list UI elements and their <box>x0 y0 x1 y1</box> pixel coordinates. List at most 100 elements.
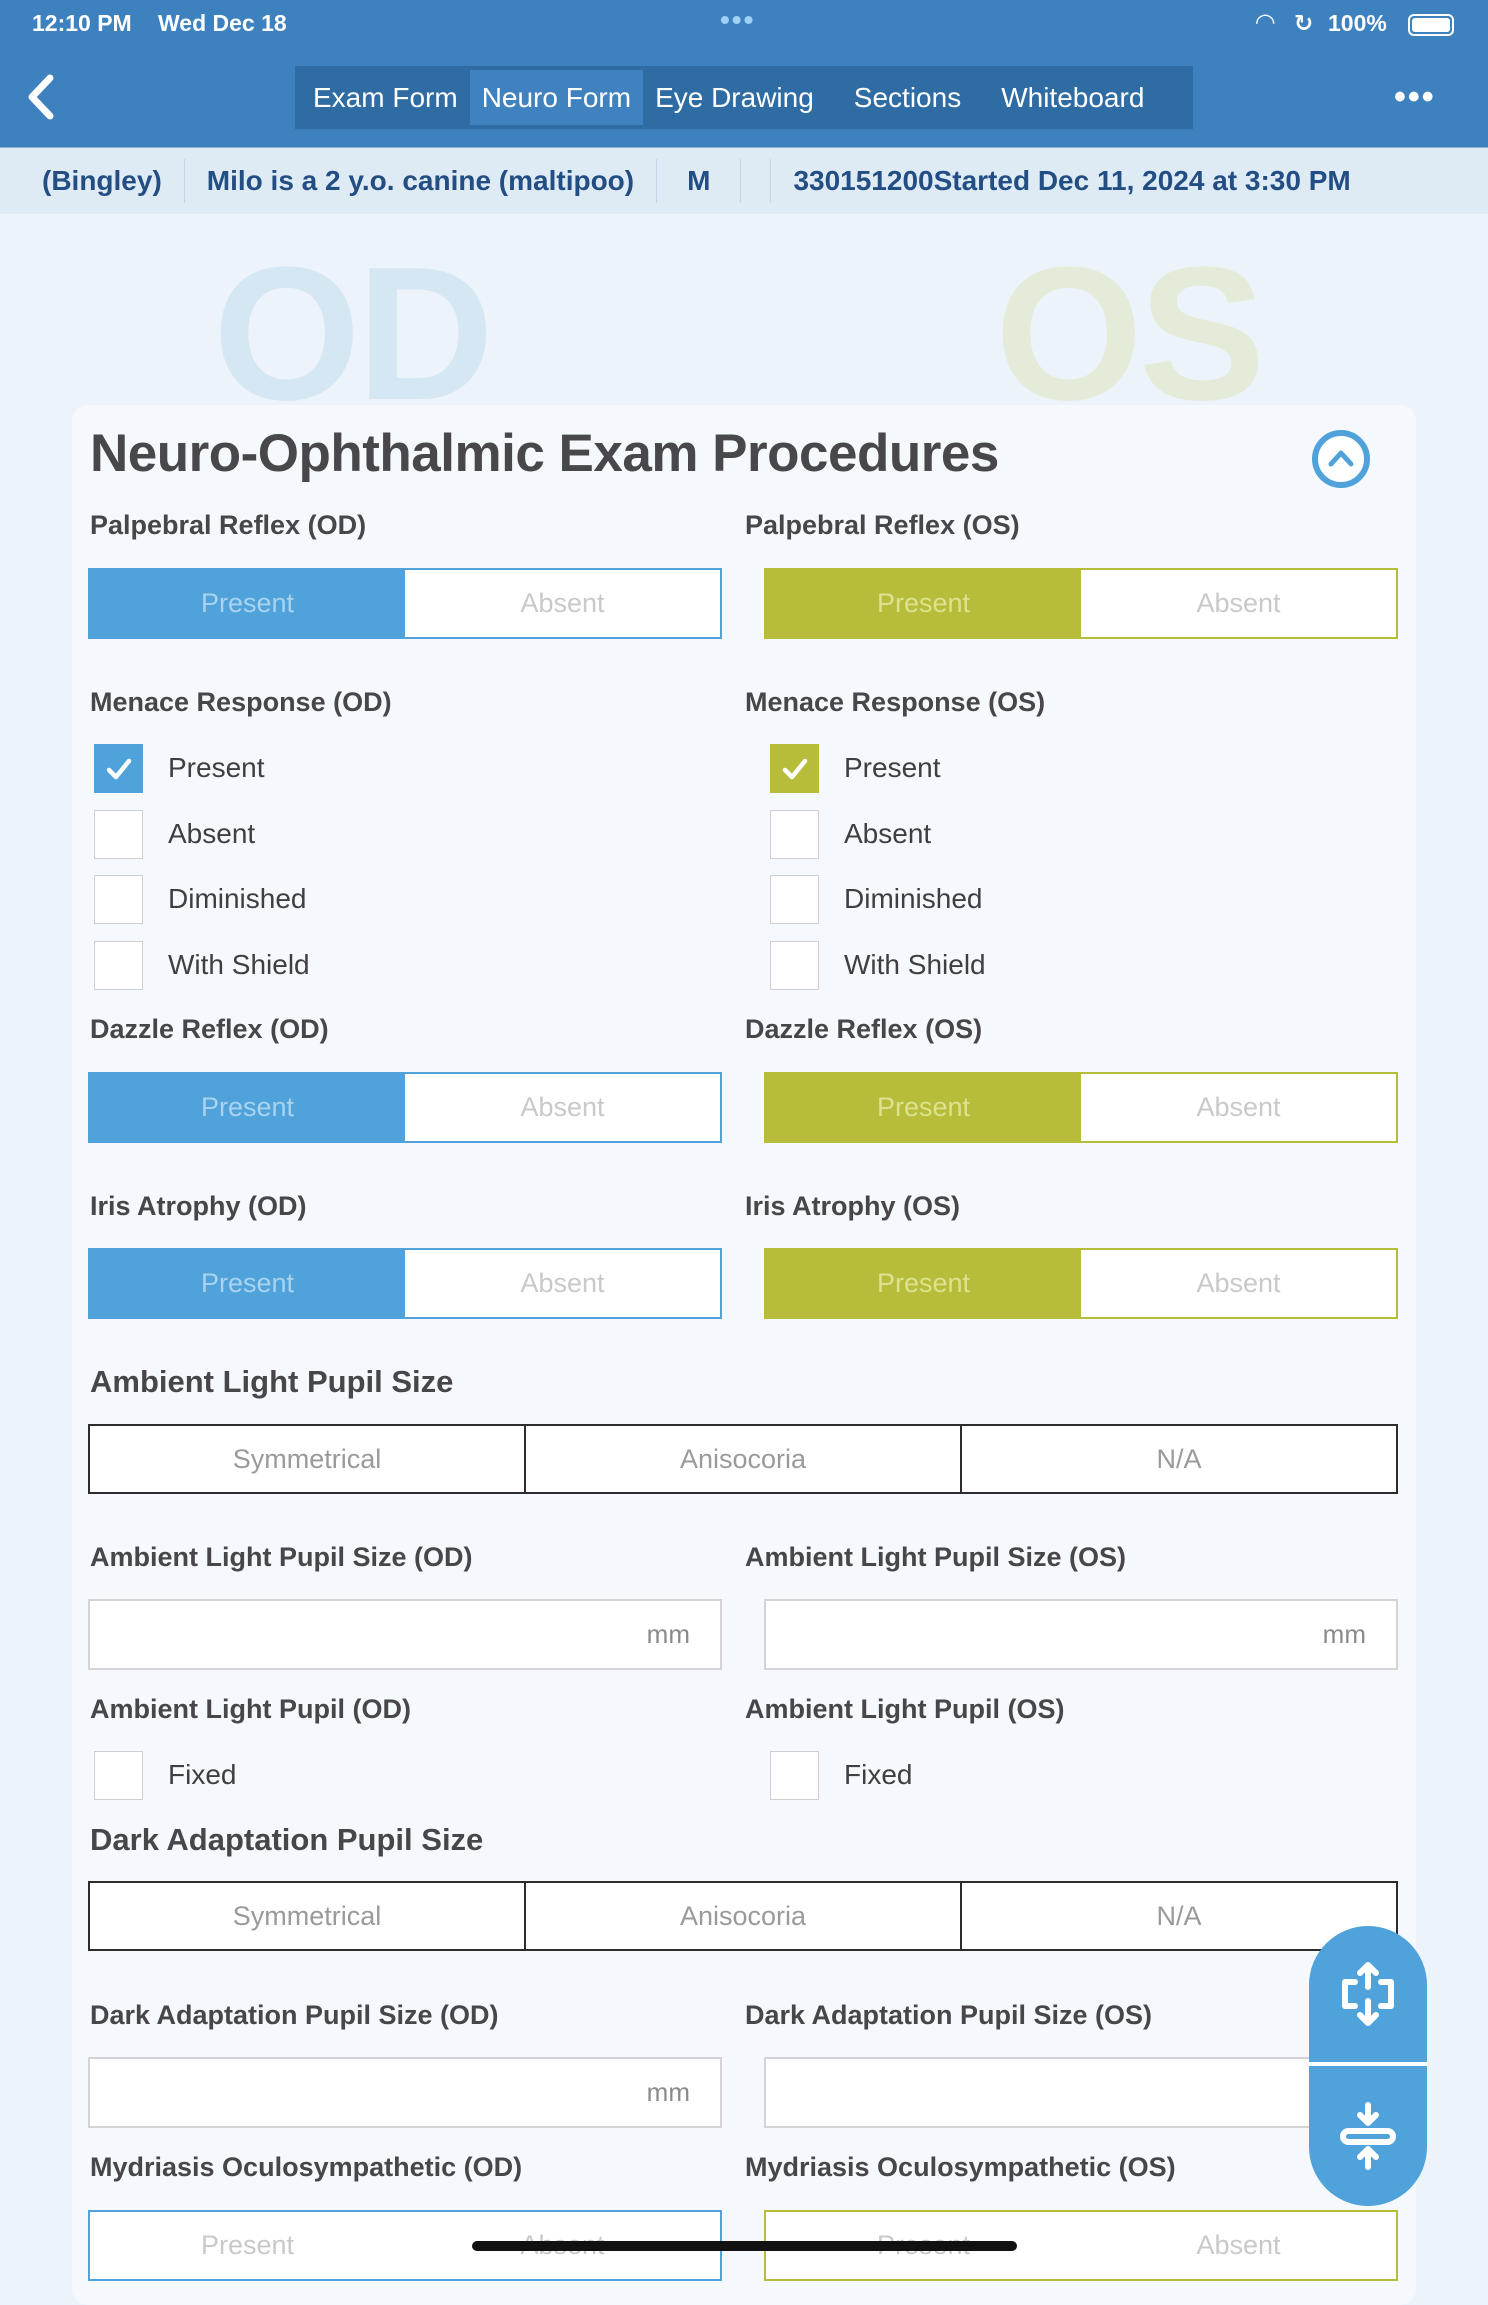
mydriasis-os-label: Mydriasis Oculosympathetic (OS) <box>745 2152 1176 2182</box>
menace-os-checkbox-absent[interactable] <box>770 810 819 859</box>
mydriasis-os-option-absent[interactable]: Absent <box>1196 2230 1281 2260</box>
ambient-size-os-label: Ambient Light Pupil Size (OS) <box>745 1542 1126 1572</box>
dark_size-option-anisocoria[interactable]: Anisocoria <box>524 1883 960 1949</box>
menace-od-checkbox-absent[interactable] <box>94 810 143 859</box>
dark-size-heading: Dark Adaptation Pupil Size <box>90 1822 484 1857</box>
dark_size-option-na[interactable]: N/A <box>960 1883 1396 1949</box>
checkbox-label: Present <box>844 752 941 783</box>
tab-whiteboard[interactable]: Whiteboard <box>1001 82 1145 113</box>
ambient_size-option-anisocoria[interactable]: Anisocoria <box>524 1426 960 1492</box>
patient-bar: (Bingley) Milo is a 2 y.o. canine (malti… <box>0 147 1488 214</box>
iris-os-option-present[interactable]: Present <box>766 1250 1081 1317</box>
section-card <box>72 405 1416 2305</box>
back-chevron-icon[interactable] <box>24 74 60 120</box>
ambient_pupil-os-checkbox-fixed[interactable] <box>770 1751 819 1800</box>
dazzle-os-segmented-control[interactable]: Present Absent <box>764 1072 1398 1143</box>
ambient_size-segmented-control[interactable]: Symmetrical Anisocoria N/A <box>88 1424 1398 1494</box>
unit-label: mm <box>646 1619 690 1649</box>
palpebral-os-label: Palpebral Reflex (OS) <box>745 510 1020 540</box>
checkbox-label: Fixed <box>844 1759 913 1790</box>
divider <box>741 159 772 203</box>
wifi-icon: ◠ <box>1256 9 1275 36</box>
dazzle-os-label: Dazzle Reflex (OS) <box>745 1014 983 1044</box>
dark_size_eye-os-input[interactable] <box>764 2057 1398 2128</box>
dark_size_eye-od-input[interactable]: mm <box>88 2057 722 2128</box>
iris-os-label: Iris Atrophy (OS) <box>745 1191 961 1221</box>
palpebral-od-option-absent[interactable]: Absent <box>520 588 605 618</box>
menace-os-checkbox-present[interactable] <box>770 744 819 793</box>
tab-eye-drawing[interactable]: Eye Drawing <box>655 82 814 113</box>
mydriasis-od-label: Mydriasis Oculosympathetic (OD) <box>90 2152 523 2182</box>
checkbox-label: With Shield <box>844 949 986 980</box>
owner-name: (Bingley) <box>0 159 185 203</box>
dazzle-os-option-absent[interactable]: Absent <box>1196 1092 1281 1122</box>
home-indicator[interactable] <box>472 2241 1017 2251</box>
patient-description: Milo is a 2 y.o. canine (maltipoo) <box>185 159 658 203</box>
unit-label: mm <box>646 2077 690 2107</box>
dazzle-od-label: Dazzle Reflex (OD) <box>90 1014 329 1044</box>
form-tab-bar: Exam Form Neuro Form Eye Drawing Sections Wh… <box>295 66 1193 129</box>
menace-os-label: Menace Response (OS) <box>745 687 1046 717</box>
iris-od-label: Iris Atrophy (OD) <box>90 1191 307 1221</box>
ambient_size_eye-os-input[interactable]: mm <box>764 1599 1398 1670</box>
dark-size-os-label: Dark Adaptation Pupil Size (OS) <box>745 2000 1153 2030</box>
tab-neuro-form[interactable]: Neuro Form <box>469 70 644 125</box>
battery-icon <box>1408 14 1454 36</box>
palpebral-os-option-present[interactable]: Present <box>766 570 1081 637</box>
checkbox-label: Diminished <box>168 883 307 914</box>
palpebral-od-segmented-control[interactable]: Present Absent <box>88 568 722 639</box>
collapse-chevron-up-icon[interactable] <box>1311 429 1371 489</box>
ambient-size-od-label: Ambient Light Pupil Size (OD) <box>90 1542 473 1572</box>
os-watermark: OS <box>995 228 1266 440</box>
orientation-lock-icon: ↻ <box>1294 10 1314 36</box>
ambient_pupil-od-checkbox-fixed[interactable] <box>94 1751 143 1800</box>
menace-os-checkbox-diminished[interactable] <box>770 875 819 924</box>
dark_size-option-symmetrical[interactable]: Symmetrical <box>232 1900 382 1931</box>
dark_size-segmented-control[interactable]: Symmetrical Anisocoria N/A <box>88 1881 1398 1951</box>
ambient_size-option-symmetrical[interactable]: Symmetrical <box>232 1443 382 1474</box>
checkbox-label: Absent <box>844 818 932 849</box>
palpebral-os-segmented-control[interactable]: Present Absent <box>764 568 1398 639</box>
iris-od-option-absent[interactable]: Absent <box>520 1268 605 1298</box>
unit-label: mm <box>1322 1619 1366 1649</box>
od-watermark: OD <box>213 228 494 440</box>
battery-percent: 100% <box>1328 10 1387 36</box>
floating-action-pill <box>1309 1926 1427 2206</box>
iris-os-option-absent[interactable]: Absent <box>1196 1268 1281 1298</box>
checkbox-label: Diminished <box>844 883 983 914</box>
menace-od-checkbox-with-shield[interactable] <box>94 941 143 990</box>
tab-sections[interactable]: Sections <box>853 82 962 113</box>
palpebral-os-option-absent[interactable]: Absent <box>1196 588 1281 618</box>
dazzle-od-option-absent[interactable]: Absent <box>520 1092 605 1122</box>
dazzle-os-option-present[interactable]: Present <box>766 1074 1081 1141</box>
palpebral-od-option-present[interactable]: Present <box>90 570 405 637</box>
dark-size-od-label: Dark Adaptation Pupil Size (OD) <box>90 2000 499 2030</box>
collapse-all-button[interactable] <box>1309 2066 1427 2206</box>
expand-all-button[interactable] <box>1309 1926 1427 2066</box>
checkbox-label: Absent <box>168 818 256 849</box>
dazzle-od-option-present[interactable]: Present <box>90 1074 405 1141</box>
iris-od-option-present[interactable]: Present <box>90 1250 405 1317</box>
patient-sex: M <box>657 159 742 203</box>
mydriasis-od-option-present[interactable]: Present <box>200 2230 295 2260</box>
multitask-dots-icon[interactable]: ••• <box>720 4 756 35</box>
ambient_size-option-na[interactable]: N/A <box>960 1426 1396 1492</box>
section-title: Neuro-Ophthalmic Exam Procedures <box>90 424 999 483</box>
iris-os-segmented-control[interactable]: Present Absent <box>764 1248 1398 1319</box>
dazzle-od-segmented-control[interactable]: Present Absent <box>88 1072 722 1143</box>
menace-od-checkbox-diminished[interactable] <box>94 875 143 924</box>
tab-exam-form[interactable]: Exam Form <box>313 82 458 113</box>
record-info: 330151200Started Dec 11, 2024 at 3:30 PM <box>793 165 1351 196</box>
iris-od-segmented-control[interactable]: Present Absent <box>88 1248 722 1319</box>
checkbox-label: With Shield <box>168 949 310 980</box>
checkmark-icon <box>782 758 807 779</box>
palpebral-od-label: Palpebral Reflex (OD) <box>90 510 367 540</box>
ambient-pupil-os-label: Ambient Light Pupil (OS) <box>745 1694 1065 1724</box>
status-time: 12:10 PM <box>32 10 132 36</box>
status-date: Wed Dec 18 <box>158 10 287 36</box>
menace-os-checkbox-with-shield[interactable] <box>770 941 819 990</box>
ambient_size_eye-od-input[interactable]: mm <box>88 1599 722 1670</box>
collapse-icon <box>1340 2102 1396 2170</box>
menace-od-checkbox-present[interactable] <box>94 744 143 793</box>
more-options-icon[interactable]: ••• <box>1394 78 1436 116</box>
